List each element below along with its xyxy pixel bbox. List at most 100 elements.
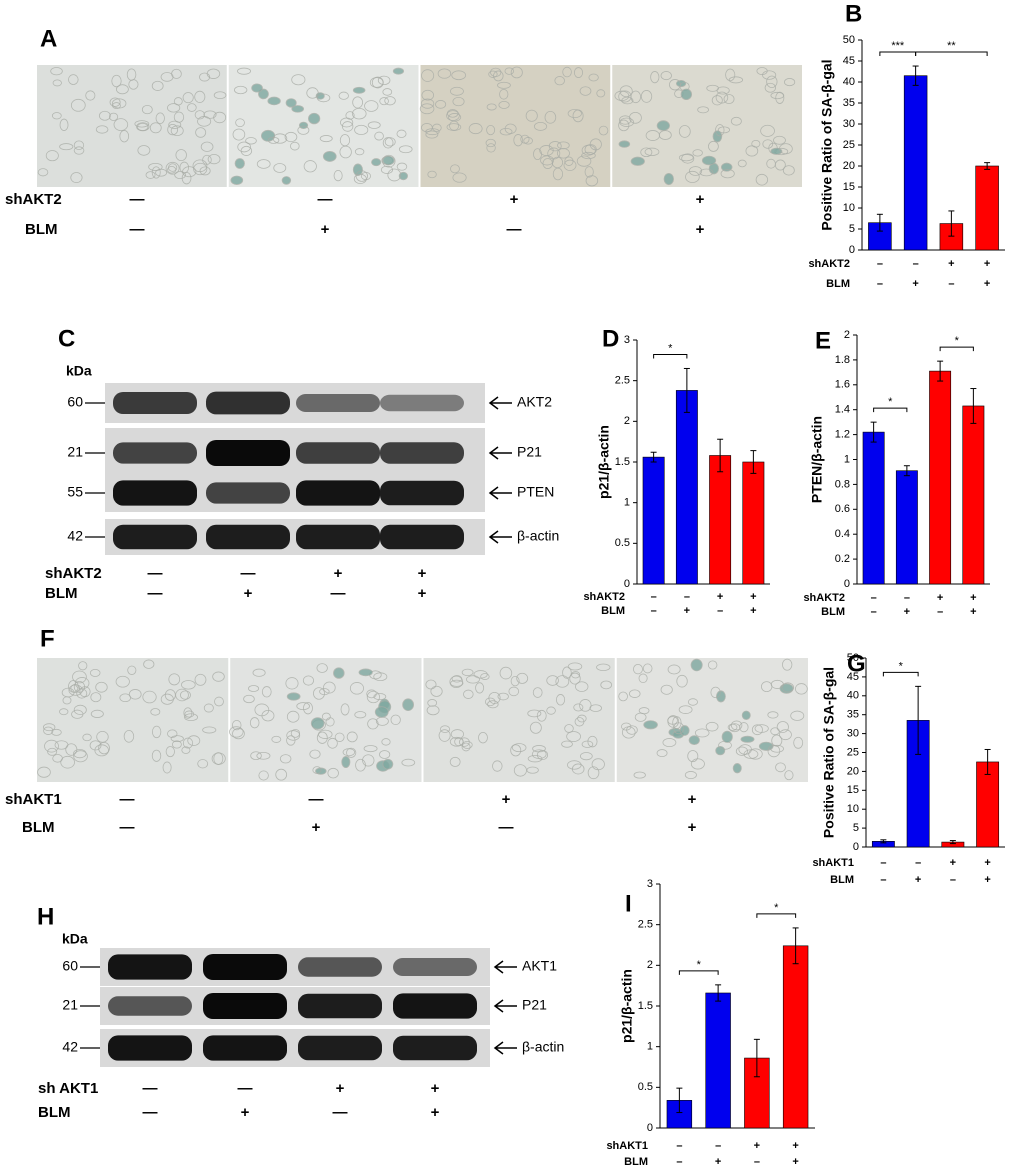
blot-band — [108, 954, 192, 980]
condition-sign: – — [676, 1156, 682, 1168]
condition-sign: + — [418, 565, 427, 582]
cell — [200, 141, 214, 152]
cell — [452, 172, 467, 183]
cell — [354, 124, 369, 136]
y-tick-label: 10 — [847, 803, 859, 815]
cell — [181, 746, 191, 754]
cell — [618, 691, 628, 702]
cell — [420, 98, 435, 109]
condition-sign: + — [912, 278, 918, 290]
cell — [61, 687, 75, 698]
significance-bracket — [873, 407, 908, 413]
y-tick-label: 1.4 — [835, 404, 850, 416]
cell — [426, 705, 440, 716]
cell — [232, 719, 242, 731]
cell — [497, 81, 511, 89]
cell — [579, 86, 592, 96]
blot-band — [298, 957, 382, 977]
cell — [720, 168, 735, 179]
cell — [645, 130, 660, 141]
cell — [576, 155, 592, 167]
condition-sign: – — [877, 258, 883, 270]
blot-band — [113, 392, 197, 414]
cell — [475, 682, 485, 694]
panel-letter: E — [815, 327, 831, 354]
cell — [151, 166, 161, 179]
cell — [738, 744, 752, 755]
condition-sign: + — [754, 1140, 760, 1152]
condition-label: shAKT2 — [5, 191, 62, 208]
cell — [723, 94, 735, 105]
cell — [589, 138, 602, 151]
y-tick-label: 0 — [844, 578, 850, 590]
cell — [212, 671, 225, 682]
cell — [762, 70, 777, 80]
blot-band — [108, 1035, 192, 1061]
cell — [712, 130, 723, 143]
cell — [165, 161, 180, 175]
cell — [748, 748, 763, 760]
cell — [312, 766, 322, 774]
cell — [688, 735, 700, 746]
cell — [119, 693, 132, 703]
cell — [439, 725, 451, 733]
blot-band — [380, 524, 464, 550]
error-bar — [903, 465, 910, 477]
condition-sign: + — [715, 1156, 721, 1168]
cell — [427, 170, 437, 179]
band-arrow — [493, 1041, 517, 1055]
cell — [555, 675, 570, 688]
cell — [90, 709, 104, 718]
cell — [170, 125, 184, 137]
cell — [581, 740, 594, 748]
panel-letter: B — [845, 0, 862, 27]
cell — [438, 729, 451, 742]
cell — [251, 83, 263, 93]
cell — [619, 117, 635, 127]
blot-band — [380, 442, 464, 464]
cell — [345, 111, 355, 120]
condition-sign: + — [431, 1104, 440, 1121]
blot-band — [203, 954, 287, 980]
cell — [715, 91, 729, 104]
cell — [213, 111, 227, 124]
y-tick-label: 20 — [843, 160, 855, 172]
cell — [633, 771, 646, 779]
cell — [155, 112, 165, 124]
cell — [485, 138, 496, 148]
condition-sign: + — [688, 819, 697, 836]
condition-sign: — — [241, 565, 256, 582]
cell — [762, 139, 774, 149]
cell — [367, 718, 379, 730]
cell — [676, 674, 688, 688]
cell — [171, 68, 182, 79]
cell — [89, 740, 102, 751]
marker-label: 55 — [67, 484, 83, 500]
y-tick-label: 35 — [847, 709, 859, 721]
cell — [42, 723, 56, 732]
condition-label: BLM — [830, 874, 854, 886]
condition-sign: — — [238, 1080, 253, 1097]
cell — [737, 159, 747, 168]
cell — [327, 737, 338, 749]
cell — [197, 759, 209, 769]
cell — [279, 754, 292, 764]
cell — [596, 663, 611, 672]
cell — [751, 724, 763, 736]
condition-label: BLM — [22, 819, 55, 836]
condition-sign: + — [312, 819, 321, 836]
cell — [249, 717, 260, 729]
cell — [730, 720, 743, 731]
y-tick-label: 1.5 — [638, 1000, 653, 1012]
blot-band — [296, 394, 380, 412]
condition-sign: + — [915, 874, 921, 886]
cell — [73, 681, 86, 693]
blot-band — [203, 993, 287, 1019]
condition-sign: – — [871, 592, 877, 604]
cell — [774, 159, 786, 171]
condition-label: BLM — [38, 1104, 71, 1121]
cell — [136, 122, 150, 132]
cell — [37, 168, 49, 177]
y-tick-label: 1.6 — [835, 379, 850, 391]
bar — [862, 431, 885, 585]
